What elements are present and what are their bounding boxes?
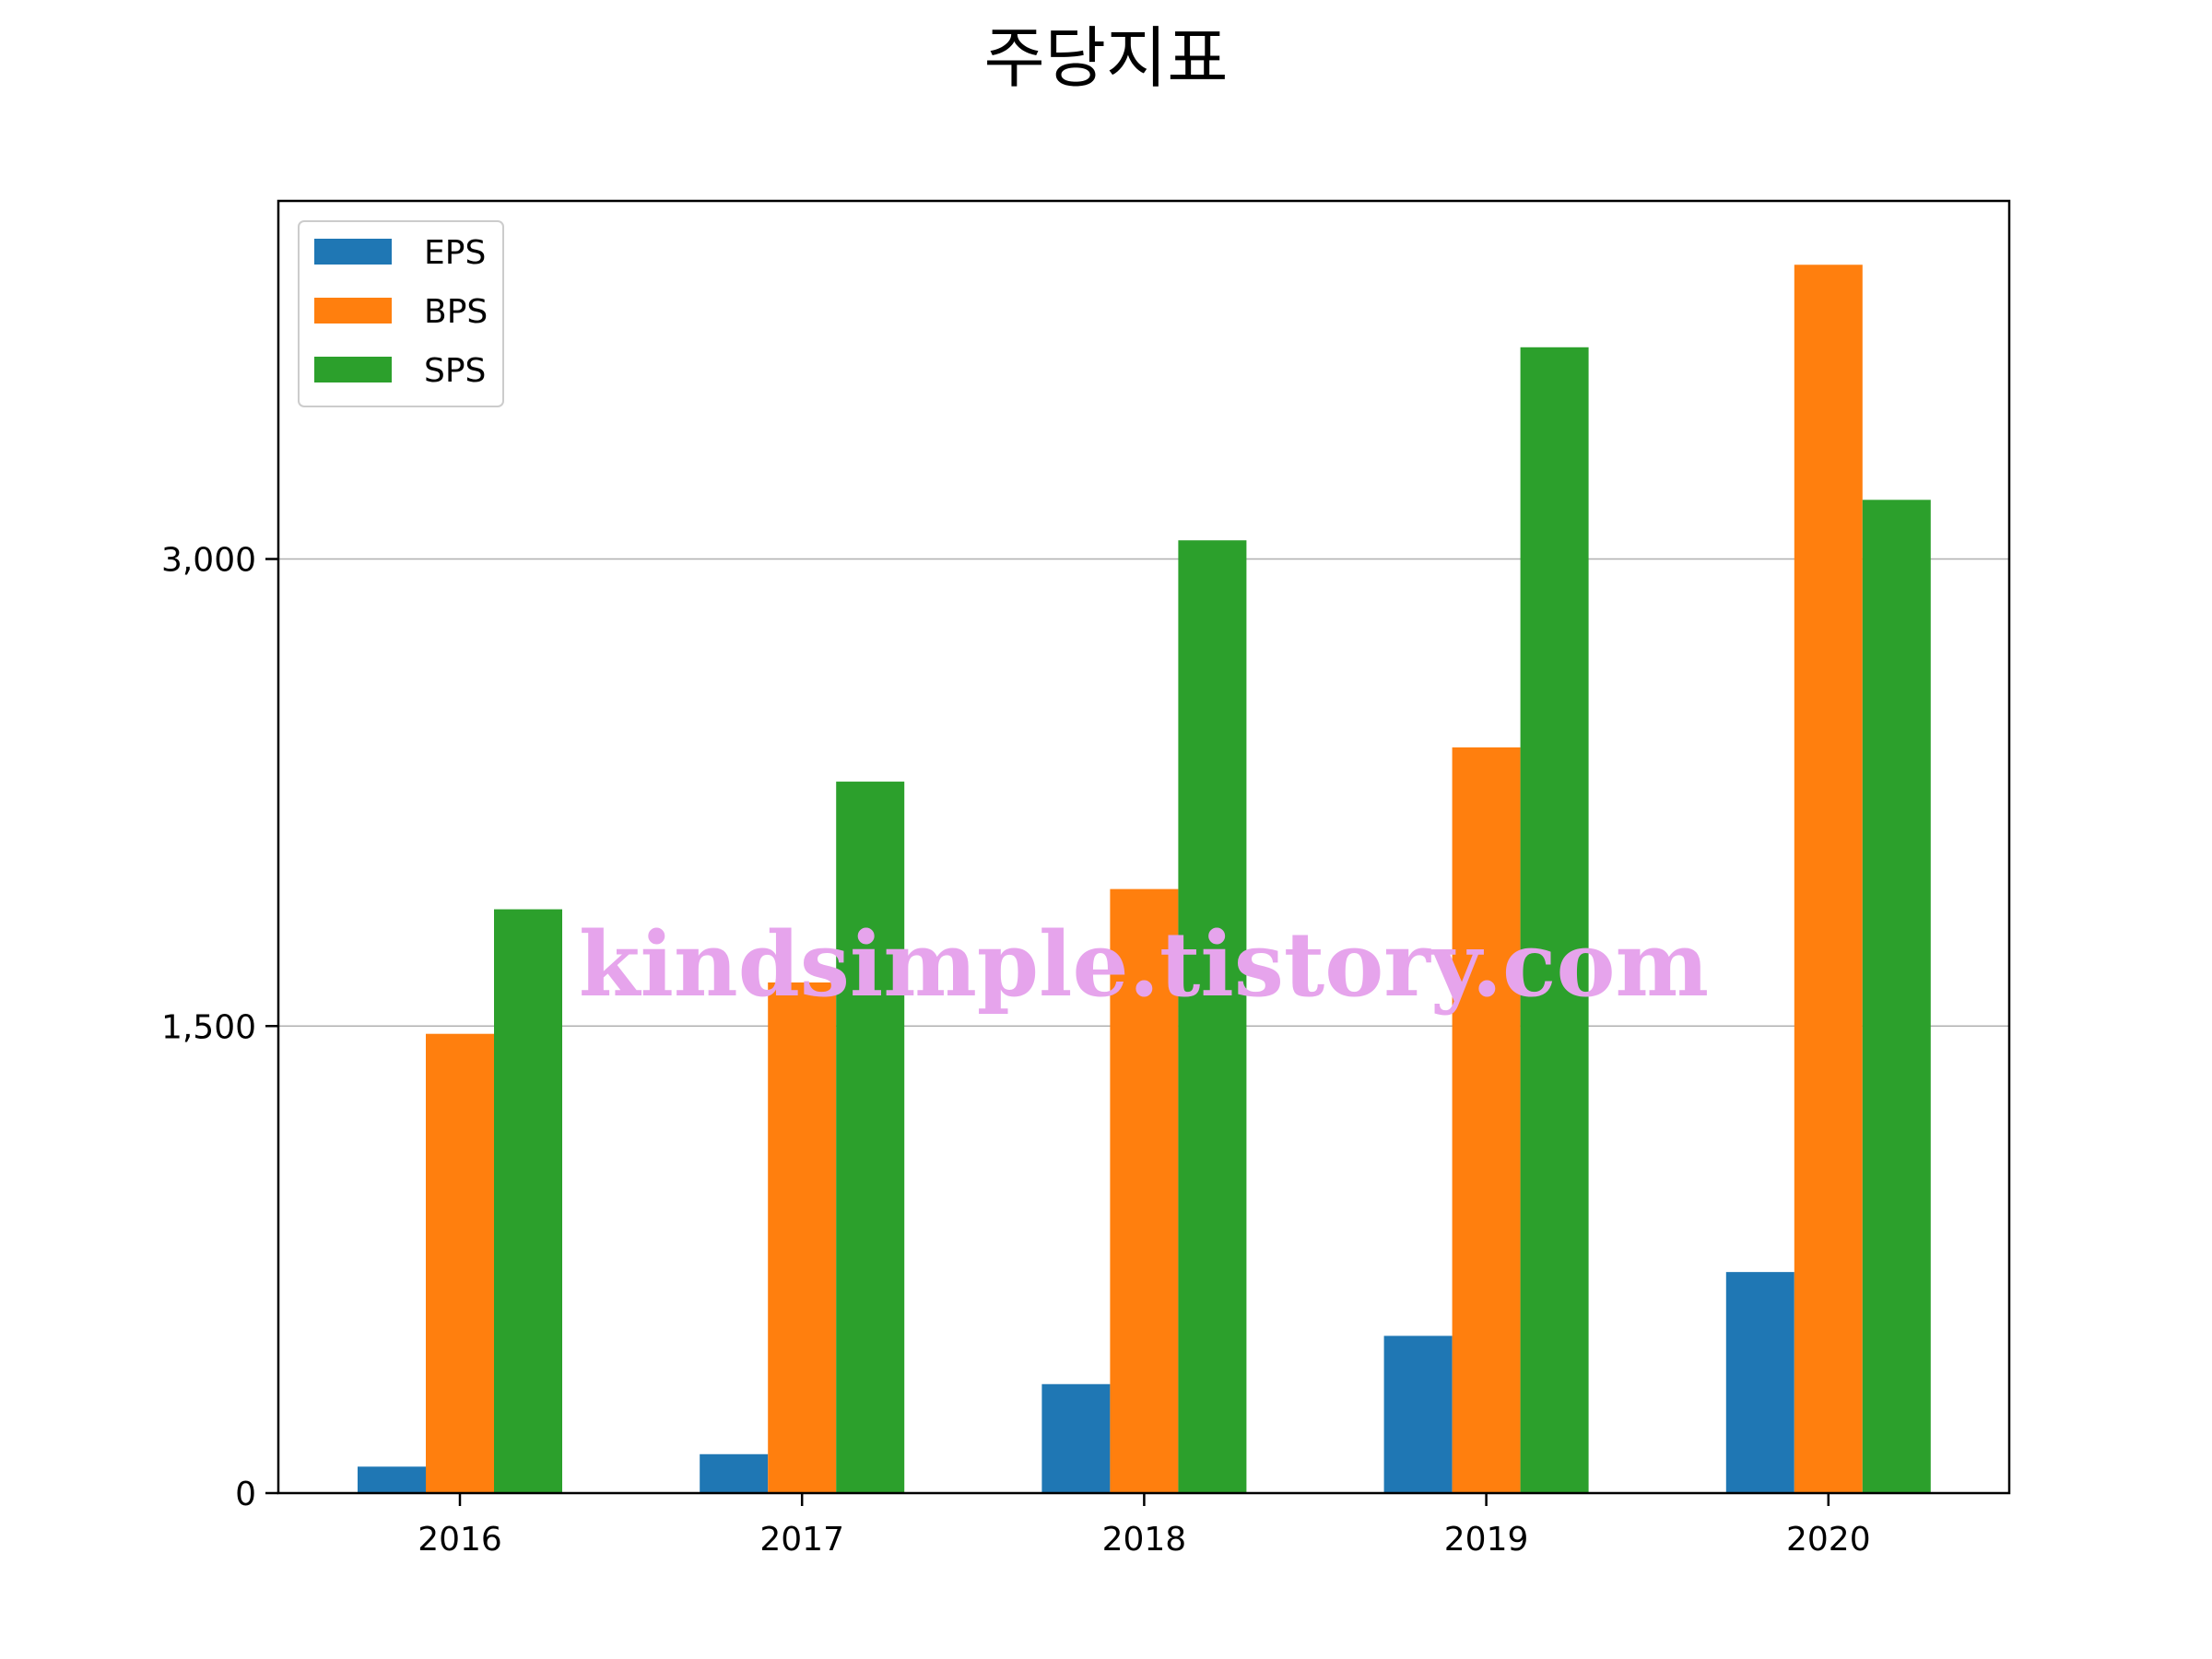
legend-swatch-sps [314, 357, 392, 382]
bar-eps-2018 [1041, 1383, 1111, 1493]
chart-title: 주당지표 [984, 19, 1229, 97]
y-axis: 0 1,500 3,000 [161, 542, 278, 1513]
legend-label-eps: EPS [424, 234, 486, 272]
x-tick-label: 2016 [418, 1521, 502, 1559]
bar-bps-2020 [1794, 265, 1863, 1494]
y-tick-label: 1,500 [161, 1008, 256, 1046]
legend-swatch-bps [314, 298, 392, 324]
bars [358, 265, 1931, 1494]
watermark: kindsimple.tistory.com [579, 912, 1709, 1017]
bar-eps-2016 [358, 1466, 426, 1493]
bar-bps-2018 [1110, 888, 1179, 1493]
legend-label-bps: BPS [424, 293, 488, 331]
bar-eps-2019 [1383, 1335, 1453, 1493]
x-tick-label: 2018 [1102, 1521, 1187, 1559]
x-tick-label: 2020 [1786, 1521, 1871, 1559]
x-axis: 2016 2017 2018 2019 2020 [418, 1493, 1871, 1559]
y-tick-label: 0 [235, 1476, 256, 1513]
y-tick-label: 3,000 [161, 542, 256, 580]
bar-sps-2018 [1178, 540, 1247, 1494]
bar-sps-2016 [494, 909, 562, 1493]
legend: EPS BPS SPS [298, 220, 504, 407]
legend-label-sps: SPS [424, 352, 486, 390]
bar-eps-2017 [700, 1453, 769, 1493]
bar-bps-2016 [426, 1033, 494, 1493]
x-tick-label: 2017 [759, 1521, 844, 1559]
x-tick-label: 2019 [1444, 1521, 1529, 1559]
bar-bps-2019 [1452, 747, 1521, 1493]
bar-bps-2017 [768, 982, 837, 1493]
bar-eps-2020 [1725, 1272, 1794, 1493]
legend-swatch-eps [314, 239, 392, 265]
bar-sps-2017 [836, 782, 905, 1493]
bar-sps-2019 [1520, 347, 1589, 1493]
bar-sps-2020 [1862, 500, 1931, 1493]
